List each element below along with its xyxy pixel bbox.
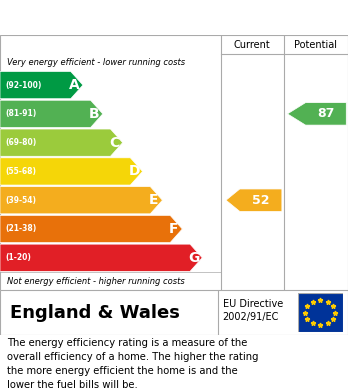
Text: F: F (169, 222, 179, 236)
Text: (69-80): (69-80) (5, 138, 37, 147)
Text: E: E (149, 193, 159, 207)
Polygon shape (0, 244, 202, 271)
Polygon shape (226, 189, 282, 212)
Text: B: B (89, 107, 100, 121)
Text: Energy Efficiency Rating: Energy Efficiency Rating (10, 10, 220, 25)
Polygon shape (0, 215, 182, 242)
Text: D: D (128, 165, 140, 178)
Text: (1-20): (1-20) (5, 253, 31, 262)
Polygon shape (287, 103, 346, 125)
Polygon shape (0, 187, 163, 214)
Polygon shape (0, 100, 103, 127)
Text: England & Wales: England & Wales (10, 303, 180, 321)
Text: Very energy efficient - lower running costs: Very energy efficient - lower running co… (7, 58, 185, 67)
Text: (92-100): (92-100) (5, 81, 42, 90)
Text: (81-91): (81-91) (5, 109, 37, 118)
Text: EU Directive
2002/91/EC: EU Directive 2002/91/EC (223, 299, 283, 322)
Polygon shape (0, 72, 83, 99)
Text: The energy efficiency rating is a measure of the
overall efficiency of a home. T: The energy efficiency rating is a measur… (7, 338, 259, 390)
Text: Not energy efficient - higher running costs: Not energy efficient - higher running co… (7, 276, 185, 285)
Text: C: C (109, 136, 119, 150)
Text: Current: Current (234, 39, 271, 50)
Text: A: A (69, 78, 80, 92)
Text: 52: 52 (252, 194, 270, 207)
Text: Potential: Potential (294, 39, 337, 50)
Text: (39-54): (39-54) (5, 196, 36, 205)
Text: (21-38): (21-38) (5, 224, 37, 233)
Text: 87: 87 (317, 108, 334, 120)
Polygon shape (0, 158, 143, 185)
Text: G: G (188, 251, 199, 265)
Polygon shape (0, 129, 123, 156)
Text: (55-68): (55-68) (5, 167, 36, 176)
